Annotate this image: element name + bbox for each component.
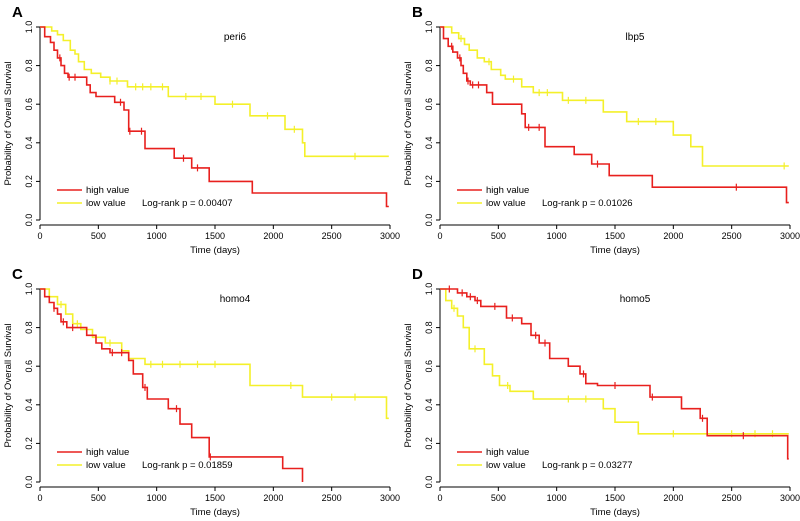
y-tick-label: 0.6 — [24, 98, 34, 111]
survival-curve-high-value — [40, 288, 304, 482]
x-tick-label: 1500 — [205, 493, 225, 503]
y-tick-label: 0.2 — [24, 175, 34, 188]
x-tick-label: 500 — [491, 231, 506, 241]
gene-title: peri6 — [224, 32, 247, 43]
panel-label: C — [12, 266, 23, 283]
x-tick-label: 2000 — [663, 231, 683, 241]
panel-label: B — [412, 4, 423, 21]
x-tick-label: 1000 — [547, 493, 567, 503]
survival-curve-low-value — [440, 26, 789, 167]
x-tick-label: 1500 — [605, 493, 625, 503]
y-tick-label: 0.6 — [24, 360, 34, 373]
y-tick-label: 0.8 — [24, 321, 34, 334]
gene-title: lbp5 — [626, 32, 645, 43]
y-tick-label: 0.4 — [24, 137, 34, 150]
legend-label-high: high value — [486, 185, 529, 196]
x-tick-label: 2500 — [722, 493, 742, 503]
legend-label-low: low value — [86, 460, 126, 471]
survival-curve-low-value — [440, 288, 789, 435]
x-axis-title: Time (days) — [190, 245, 240, 256]
legend-label-low: low value — [486, 198, 526, 209]
y-tick-label: 0.8 — [424, 59, 434, 72]
x-axis-title: Time (days) — [190, 507, 240, 518]
logrank-pvalue: Log-rank p = 0.03277 — [542, 460, 633, 471]
x-tick-label: 500 — [91, 493, 106, 503]
x-tick-label: 1000 — [547, 231, 567, 241]
x-tick-label: 3000 — [780, 493, 800, 503]
gene-title: homo4 — [220, 294, 251, 305]
y-tick-label: 1.0 — [24, 283, 34, 296]
x-tick-label: 500 — [491, 493, 506, 503]
legend-label-low: low value — [86, 198, 126, 209]
x-tick-label: 2000 — [263, 231, 283, 241]
y-tick-label: 1.0 — [24, 21, 34, 34]
x-tick-label: 2000 — [663, 493, 683, 503]
logrank-pvalue: Log-rank p = 0.01026 — [542, 198, 633, 209]
y-tick-label: 0.2 — [424, 437, 434, 450]
y-axis-title: Probability of Overall Survival — [403, 61, 414, 185]
x-axis-title: Time (days) — [590, 507, 640, 518]
y-tick-label: 0.2 — [424, 175, 434, 188]
logrank-pvalue: Log-rank p = 0.01859 — [142, 460, 233, 471]
legend-label-high: high value — [486, 447, 529, 458]
panel-label: D — [412, 266, 423, 283]
survival-curve-low-value — [40, 26, 389, 158]
x-tick-label: 2000 — [263, 493, 283, 503]
y-tick-label: 0.0 — [24, 214, 34, 227]
x-tick-label: 1500 — [205, 231, 225, 241]
y-axis-title: Probability of Overall Survival — [3, 323, 14, 447]
y-tick-label: 0.8 — [24, 59, 34, 72]
legend-label-high: high value — [86, 185, 129, 196]
x-tick-label: 0 — [437, 493, 442, 503]
survival-curve-high-value — [440, 26, 789, 204]
survival-curve-low-value — [40, 288, 389, 420]
x-tick-label: 0 — [37, 231, 42, 241]
y-tick-label: 0.4 — [424, 137, 434, 150]
panel-label: A — [12, 4, 23, 21]
x-tick-label: 1500 — [605, 231, 625, 241]
y-tick-label: 1.0 — [424, 21, 434, 34]
x-tick-label: 2500 — [722, 231, 742, 241]
x-tick-label: 1000 — [147, 231, 167, 241]
x-tick-label: 2500 — [322, 493, 342, 503]
y-tick-label: 0.4 — [24, 399, 34, 412]
y-axis-title: Probability of Overall Survival — [403, 323, 414, 447]
y-tick-label: 0.6 — [424, 360, 434, 373]
x-axis-title: Time (days) — [590, 245, 640, 256]
x-tick-label: 3000 — [780, 231, 800, 241]
x-tick-label: 0 — [37, 493, 42, 503]
gene-title: homo5 — [620, 294, 651, 305]
y-tick-label: 0.4 — [424, 399, 434, 412]
y-tick-label: 0.0 — [424, 214, 434, 227]
y-tick-label: 0.0 — [424, 476, 434, 489]
x-tick-label: 2500 — [322, 231, 342, 241]
y-tick-label: 0.0 — [24, 476, 34, 489]
x-tick-label: 1000 — [147, 493, 167, 503]
y-tick-label: 1.0 — [424, 283, 434, 296]
legend-label-low: low value — [486, 460, 526, 471]
logrank-pvalue: Log-rank p = 0.00407 — [142, 198, 233, 209]
x-tick-label: 3000 — [380, 493, 400, 503]
y-tick-label: 0.6 — [424, 98, 434, 111]
x-tick-label: 500 — [91, 231, 106, 241]
x-tick-label: 0 — [437, 231, 442, 241]
y-tick-label: 0.8 — [424, 321, 434, 334]
survival-curve-high-value — [40, 26, 389, 208]
survival-curve-high-value — [440, 288, 789, 460]
legend-label-high: high value — [86, 447, 129, 458]
y-axis-title: Probability of Overall Survival — [3, 61, 14, 185]
x-tick-label: 3000 — [380, 231, 400, 241]
y-tick-label: 0.2 — [24, 437, 34, 450]
